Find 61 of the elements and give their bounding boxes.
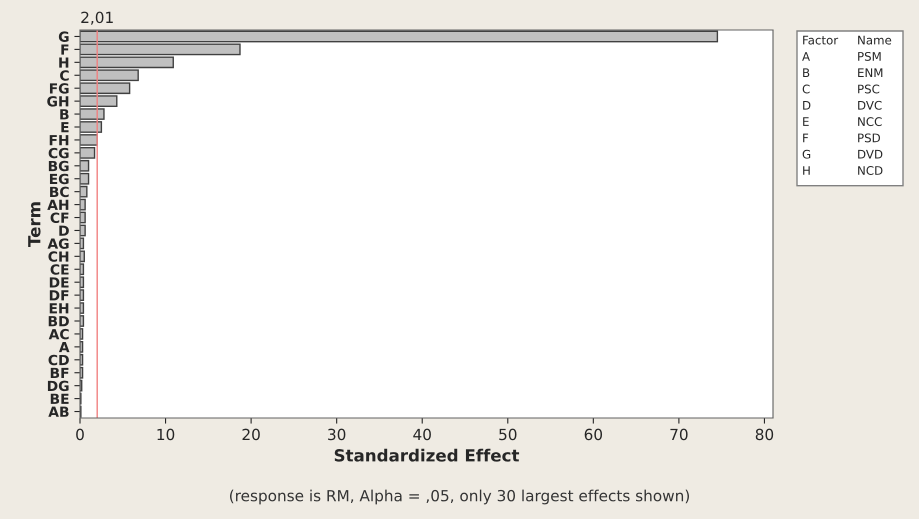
y-tick-label: DF xyxy=(50,290,68,300)
y-tick-label: BF xyxy=(50,368,68,378)
y-tick-label: A xyxy=(58,342,70,352)
y-axis-title: Term xyxy=(28,202,41,247)
y-tick-label: AH xyxy=(47,200,68,210)
y-tick-label: AB xyxy=(48,406,69,417)
text: G xyxy=(802,150,810,159)
text: H xyxy=(803,166,810,175)
y-tick-label: BG xyxy=(48,160,69,172)
y-tick-label: DE xyxy=(50,277,69,288)
y-tick-label: EG xyxy=(50,174,69,184)
y-tick-label: G xyxy=(58,31,69,42)
y-tick-label: BD xyxy=(48,316,69,326)
ref-line-label: 2,01 xyxy=(81,12,113,25)
text: ENM xyxy=(858,68,882,78)
y-tick-label: BE xyxy=(50,394,69,404)
text: D xyxy=(803,101,810,110)
y-tick-label: DG xyxy=(48,380,69,392)
x-tick-label: 20 xyxy=(242,428,260,440)
x-tick-label: 40 xyxy=(413,428,431,440)
y-tick-label: FH xyxy=(50,135,68,146)
y-tick-label: FG xyxy=(50,83,69,94)
y-tick-label: D xyxy=(59,226,69,236)
x-tick-label: 70 xyxy=(670,428,688,440)
x-tick-label: 60 xyxy=(584,428,602,440)
text: PSC xyxy=(858,84,880,94)
text: Factor xyxy=(803,36,838,45)
y-tick-label: CH xyxy=(48,251,68,262)
text: E xyxy=(803,117,809,126)
text: B xyxy=(803,68,810,78)
y-tick-label: CD xyxy=(48,354,69,366)
x-axis-title: Standardized Effect xyxy=(334,448,520,462)
y-tick-label: AC xyxy=(48,328,69,340)
y-tick-label: C xyxy=(60,70,69,81)
y-tick-label: B xyxy=(60,109,69,120)
y-tick-label: AG xyxy=(48,238,69,249)
text: DVC xyxy=(858,100,882,110)
x-tick-label: 0 xyxy=(76,428,84,440)
text: F xyxy=(803,134,808,142)
text: C xyxy=(802,84,810,94)
text: A xyxy=(802,52,810,61)
x-tick-label: 80 xyxy=(756,428,774,440)
x-tick-label: 30 xyxy=(328,428,346,440)
x-tick-label: 10 xyxy=(158,428,174,440)
text: PSD xyxy=(858,133,880,142)
y-tick-label: EH xyxy=(50,303,68,314)
y-tick-label: BC xyxy=(50,186,69,198)
y-tick-label: E xyxy=(61,122,69,132)
x-tick-label: 50 xyxy=(499,428,516,440)
text: Name xyxy=(858,36,892,45)
y-tick-label: GH xyxy=(47,96,68,107)
text: PSM xyxy=(858,52,881,61)
y-tick-label: H xyxy=(59,57,68,68)
text: (response is RM, Alpha = ,05, only 30 largest effects shown) xyxy=(230,490,689,504)
text: DVD xyxy=(858,150,882,159)
y-tick-label: CF xyxy=(50,212,68,224)
text: NCD xyxy=(858,166,882,175)
y-tick-label: CE xyxy=(50,264,69,275)
y-tick-label: F xyxy=(61,44,68,55)
y-tick-label: CG xyxy=(48,148,69,158)
text: NCC xyxy=(858,117,882,126)
